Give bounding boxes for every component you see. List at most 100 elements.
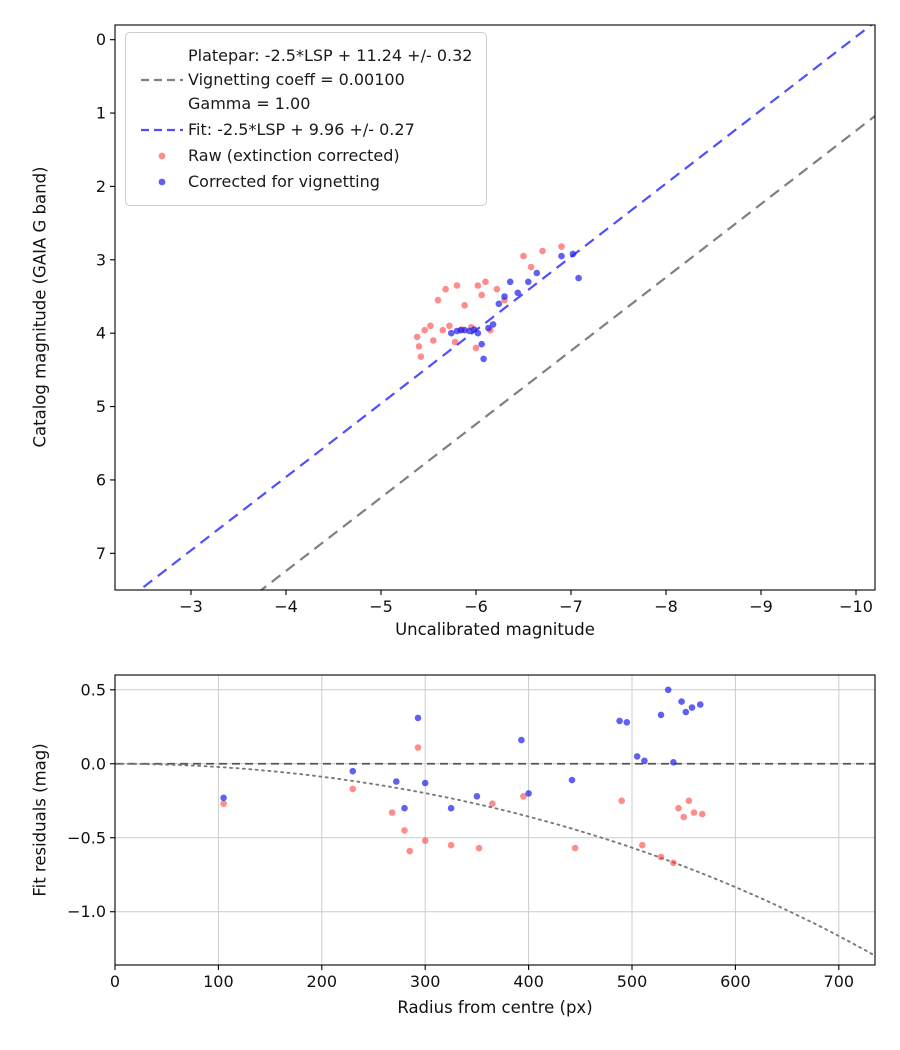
scatter-point xyxy=(539,247,546,255)
svg-text:−7: −7 xyxy=(559,597,583,616)
scatter-point xyxy=(501,293,508,300)
scatter-point xyxy=(401,827,408,834)
svg-text:600: 600 xyxy=(720,972,751,991)
scatter-point xyxy=(401,804,408,812)
top-x-axis-label: Uncalibrated magnitude xyxy=(395,620,595,639)
scatter-point xyxy=(575,274,582,282)
svg-text:300: 300 xyxy=(410,972,441,991)
svg-text:6: 6 xyxy=(96,470,106,489)
scatter-point xyxy=(688,704,696,711)
legend-platepar-line1: Platepar: -2.5*LSP + 11.24 +/- 0.32 xyxy=(188,46,473,65)
fit-line xyxy=(137,25,873,590)
svg-text:1: 1 xyxy=(96,104,106,123)
legend-fit-text: Fit: -2.5*LSP + 9.96 +/- 0.27 xyxy=(188,120,415,139)
scatter-point xyxy=(349,767,357,775)
svg-text:0.0: 0.0 xyxy=(81,754,106,773)
scatter-point xyxy=(680,813,687,821)
svg-text:100: 100 xyxy=(203,972,234,991)
scatter-point xyxy=(475,844,483,852)
legend-item-corrected: Corrected for vignetting xyxy=(136,170,472,194)
svg-text:−1.0: −1.0 xyxy=(67,902,106,921)
fit-dashed-line-icon xyxy=(136,128,188,132)
svg-text:−4: −4 xyxy=(274,597,298,616)
scatter-point xyxy=(641,757,648,765)
scatter-point xyxy=(657,711,665,719)
svg-text:0.5: 0.5 xyxy=(81,680,106,699)
scatter-point xyxy=(685,797,693,805)
scatter-point xyxy=(514,289,522,297)
scatter-point xyxy=(480,355,487,363)
scatter-point xyxy=(388,809,396,816)
scatter-point xyxy=(616,717,623,725)
scatter-point xyxy=(414,744,422,751)
scatter-point xyxy=(453,282,461,289)
scatter-point xyxy=(633,753,641,760)
bottom-y-axis-label: Fit residuals (mag) xyxy=(30,743,50,897)
top-plot-axes-frame xyxy=(114,24,876,591)
scatter-point xyxy=(569,250,577,258)
scatter-point xyxy=(495,300,503,308)
top-plot-series-0 xyxy=(413,243,565,361)
scatter-point xyxy=(618,797,625,805)
legend-item-platepar: Platepar: -2.5*LSP + 11.24 +/- 0.32 Vign… xyxy=(136,44,472,116)
scatter-point xyxy=(461,302,468,309)
scatter-point xyxy=(447,841,455,849)
corrected-point-icon xyxy=(136,176,188,188)
vignetting-model-curve xyxy=(115,762,875,957)
top-plot-x-ticks: −3 −4 −5 −6 −7 −8 −9 −10 xyxy=(179,590,873,616)
scatter-point xyxy=(446,322,453,330)
bottom-plot-series-1 xyxy=(220,686,704,812)
svg-text:400: 400 xyxy=(513,972,544,991)
svg-text:−10: −10 xyxy=(839,597,873,616)
scatter-point xyxy=(474,329,482,337)
scatter-point xyxy=(482,278,489,286)
scatter-point xyxy=(568,776,576,784)
scatter-point xyxy=(527,263,535,271)
bottom-plot-y-ticks: 0.5 0.0 −0.5 −1.0 xyxy=(67,680,115,921)
svg-text:2: 2 xyxy=(96,177,106,196)
legend-platepar-line3: Gamma = 1.00 xyxy=(188,94,311,113)
top-y-axis-label: Catalog magnitude (GAIA G band) xyxy=(30,166,50,448)
scatter-point xyxy=(520,252,527,260)
raw-point-icon xyxy=(136,150,188,162)
legend-corrected-text: Corrected for vignetting xyxy=(188,172,380,191)
scatter-point xyxy=(682,708,690,716)
scatter-point xyxy=(558,243,565,250)
svg-text:−5: −5 xyxy=(369,597,393,616)
scatter-point xyxy=(520,793,527,800)
scatter-point xyxy=(451,338,459,346)
scatter-point xyxy=(417,353,425,361)
scatter-point xyxy=(670,859,677,867)
scatter-point xyxy=(675,804,682,812)
platepar-dashed-line-icon xyxy=(136,78,188,82)
scatter-point xyxy=(474,282,482,289)
scatter-point xyxy=(489,321,497,328)
svg-text:5: 5 xyxy=(96,397,106,416)
svg-text:3: 3 xyxy=(96,250,106,269)
top-plot-series-1 xyxy=(448,250,582,363)
scatter-point xyxy=(525,278,532,286)
scatter-point xyxy=(393,778,400,785)
legend-item-fit: Fit: -2.5*LSP + 9.96 +/- 0.27 xyxy=(136,118,472,142)
scatter-point xyxy=(434,296,442,304)
bottom-plot-x-ticks: 0 100 200 300 400 500 600 700 xyxy=(110,965,854,991)
svg-text:0: 0 xyxy=(96,30,106,49)
bottom-x-axis-label: Radius from centre (px) xyxy=(397,998,593,1017)
bottom-plot-series-0 xyxy=(220,744,706,867)
svg-text:−8: −8 xyxy=(654,597,678,616)
legend: Platepar: -2.5*LSP + 11.24 +/- 0.32 Vign… xyxy=(125,32,488,206)
scatter-point xyxy=(571,844,579,852)
top-plot-y-ticks: 0 1 2 3 4 5 6 7 xyxy=(96,30,115,563)
scatter-point xyxy=(415,343,423,350)
scatter-point xyxy=(639,841,646,849)
scatter-point xyxy=(485,324,492,332)
scatter-point xyxy=(349,785,357,793)
legend-platepar-line2: Vignetting coeff = 0.00100 xyxy=(188,70,405,89)
scatter-point xyxy=(699,810,706,818)
bottom-plot-axes-frame xyxy=(114,674,876,966)
scatter-point xyxy=(690,809,698,816)
scatter-point xyxy=(473,793,481,800)
platepar-line xyxy=(259,115,875,590)
